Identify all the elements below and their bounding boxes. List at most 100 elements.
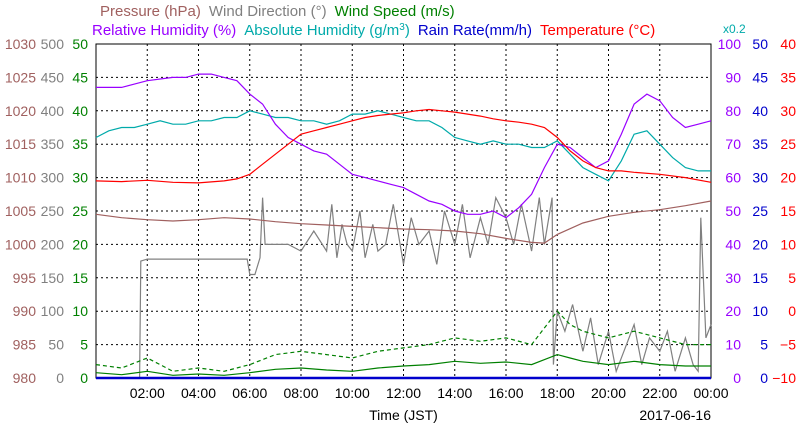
wind-direction-tick-label: 300 [41, 170, 65, 186]
x-tick-label: 02:00 [130, 385, 165, 401]
legend-item: ) [405, 22, 410, 39]
relative-humidity-tick-label: 100 [718, 36, 742, 52]
legend-item: Wind Direction (°) [209, 3, 327, 20]
relative-humidity-tick-label: 60 [725, 170, 741, 186]
abs-humidity-scale-note: x0.2 [723, 22, 746, 36]
rain-rate-tick-label: 50 [752, 36, 768, 52]
wind-speed-tick-label: 15 [72, 270, 88, 286]
wind-direction-tick-label: 350 [41, 136, 65, 152]
pressure-tick-label: 990 [13, 303, 37, 319]
pressure-tick-label: 1010 [5, 170, 36, 186]
legend-item: Pressure (hPa) [100, 3, 201, 20]
x-axis-label: Time (JST) [369, 407, 438, 423]
series-absolute-humidity-g-m-x0-2-line [95, 110, 711, 182]
x-tick-label: 06:00 [232, 385, 267, 401]
pressure-tick-label: 1005 [5, 203, 36, 219]
series-wind-speed-m-s-solid-line [95, 353, 711, 376]
wind-speed-tick-label: 5 [80, 337, 88, 353]
rain-rate-tick-label: 5 [760, 337, 768, 353]
relative-humidity-tick-label: 80 [725, 103, 741, 119]
series-wind-direction-line [96, 195, 712, 379]
x-tick-label: 18:00 [540, 385, 575, 401]
x-tick-label: 04:00 [181, 385, 216, 401]
temperature-tick-label: 20 [780, 170, 796, 186]
pressure-tick-label: 985 [13, 337, 37, 353]
temperature-tick-label: 5 [788, 270, 796, 286]
x-tick-label: 12:00 [386, 385, 421, 401]
rain-rate-tick-label: 10 [752, 303, 768, 319]
temperature-tick-label: 25 [780, 136, 796, 152]
wind-direction-tick-label: 100 [41, 303, 65, 319]
rain-rate-tick-label: 25 [752, 203, 768, 219]
series-temperature-c-line [95, 108, 712, 184]
wind-speed-tick-label: 0 [80, 370, 88, 386]
wind-direction-tick-label: 250 [41, 203, 65, 219]
relative-humidity-tick-label: 30 [725, 270, 741, 286]
relative-humidity-tick-label: 0 [733, 370, 741, 386]
rain-rate-tick-label: 35 [752, 136, 768, 152]
relative-humidity-tick-label: 20 [725, 303, 741, 319]
temperature-tick-label: −10 [772, 370, 796, 386]
x-axis: 02:00 04:00 06:00 08:00 10:00 12:00 14:00 16:00… [130, 385, 729, 423]
right-axes: 1009080706050403020100504540353025201510… [718, 36, 797, 386]
legend-row-1: Pressure (hPa) Wind Direction (°) Wind Spe… [100, 3, 455, 20]
wind-direction-tick-label: 50 [48, 337, 64, 353]
series-pressure-hpa-line [95, 200, 712, 244]
legend-item: Wind Speed (m/s) [335, 3, 455, 20]
wind-direction-tick-label: 150 [41, 270, 65, 286]
rain-rate-tick-label: 40 [752, 103, 768, 119]
rain-rate-tick-label: 15 [752, 270, 768, 286]
wind-direction-tick-label: 450 [41, 69, 65, 85]
relative-humidity-tick-label: 70 [725, 136, 741, 152]
x-tick-label: 14:00 [437, 385, 472, 401]
wind-speed-tick-label: 35 [72, 136, 88, 152]
pressure-tick-label: 980 [13, 370, 37, 386]
temperature-tick-label: 15 [780, 203, 796, 219]
x-tick-label: 00:00 [693, 385, 728, 401]
plot-area [95, 43, 712, 380]
rain-rate-tick-label: 45 [752, 69, 768, 85]
left-axes: 1030102510201015101010051000995990985980… [5, 36, 88, 386]
wind-direction-tick-label: 0 [56, 370, 64, 386]
pressure-tick-label: 1030 [5, 36, 36, 52]
temperature-tick-label: 0 [788, 303, 796, 319]
temperature-tick-label: 40 [780, 36, 796, 52]
pressure-tick-label: 1020 [5, 103, 36, 119]
legend-row-2: Relative Humidity (%) Absolute Humidity (… [92, 22, 655, 40]
x-tick-label: 10:00 [335, 385, 370, 401]
temperature-tick-label: 30 [780, 103, 796, 119]
pressure-tick-label: 1015 [5, 136, 36, 152]
legend-item: Temperature (°C) [540, 22, 655, 39]
pressure-tick-label: 995 [13, 270, 37, 286]
series-wind-speed-m-s-dashed-line [95, 310, 711, 372]
legend-item: Rain Rate(mm/h) [418, 22, 532, 39]
relative-humidity-tick-label: 90 [725, 69, 741, 85]
wind-speed-tick-label: 30 [72, 170, 88, 186]
wind-direction-tick-label: 500 [41, 36, 65, 52]
x-tick-label: 08:00 [283, 385, 318, 401]
x-tick-label: 16:00 [488, 385, 523, 401]
temperature-tick-label: 10 [780, 236, 796, 252]
wind-speed-tick-label: 25 [72, 203, 88, 219]
legend: Pressure (hPa) Wind Direction (°) Wind Spe… [92, 3, 746, 39]
x-tick-label: 20:00 [591, 385, 626, 401]
wind-speed-tick-label: 10 [72, 303, 88, 319]
pressure-tick-label: 1000 [5, 236, 36, 252]
x-tick-label: 22:00 [642, 385, 677, 401]
relative-humidity-tick-label: 50 [725, 203, 741, 219]
wind-direction-tick-label: 400 [41, 103, 65, 119]
wind-direction-tick-label: 200 [41, 236, 65, 252]
rain-rate-tick-label: 30 [752, 170, 768, 186]
legend-item: Relative Humidity (%) [92, 22, 236, 39]
wind-speed-tick-label: 50 [72, 36, 88, 52]
relative-humidity-tick-label: 10 [725, 337, 741, 353]
temperature-tick-label: 35 [780, 69, 796, 85]
series-relative-humidity-line [96, 73, 712, 219]
legend-item: Absolute Humidity (g/m [244, 22, 399, 39]
wind-speed-tick-label: 40 [72, 103, 88, 119]
rain-rate-tick-label: 0 [760, 370, 768, 386]
legend-item: 3 [399, 22, 405, 33]
rain-rate-tick-label: 20 [752, 236, 768, 252]
relative-humidity-tick-label: 40 [725, 236, 741, 252]
